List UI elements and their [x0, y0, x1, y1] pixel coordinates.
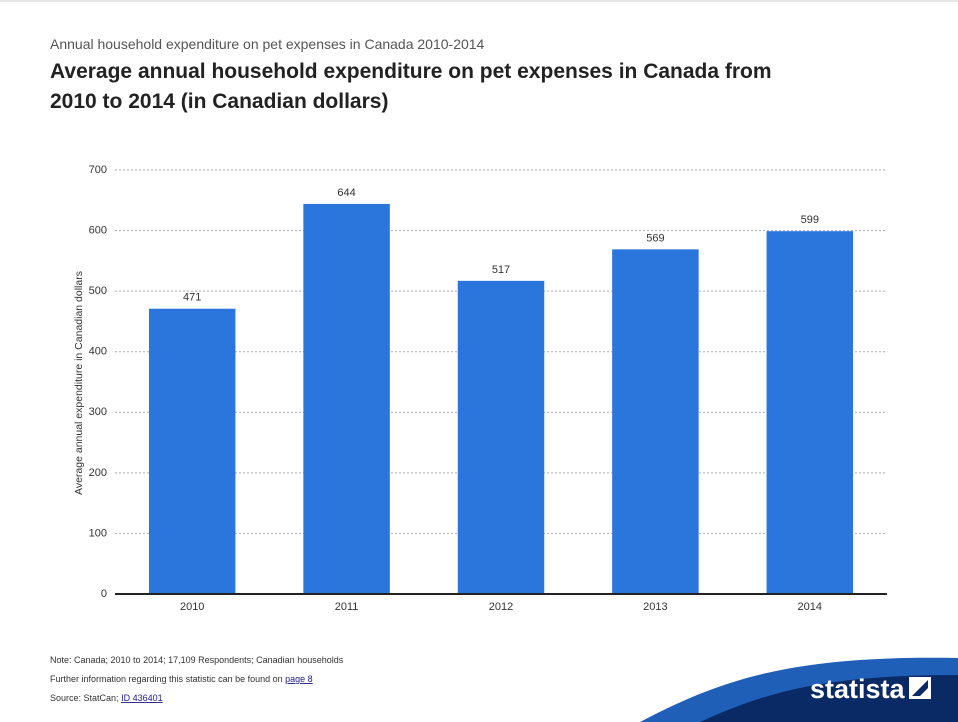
y-tick-label: 200: [89, 467, 107, 479]
y-tick-label: 300: [89, 406, 107, 418]
footer-wave-dark: [700, 675, 958, 722]
info-link[interactable]: page 8: [285, 674, 313, 684]
y-axis-label: Average annual expenditure in Canadian d…: [73, 271, 85, 495]
x-tick-label: 2010: [180, 601, 204, 613]
chart-subtitle: Annual household expenditure on pet expe…: [50, 36, 485, 52]
logo: statista: [810, 674, 906, 704]
x-tick-label: 2011: [335, 601, 359, 613]
footer-info: Further information regarding this stati…: [50, 674, 313, 684]
y-tick-label: 100: [89, 527, 107, 539]
x-tick-label: 2014: [798, 601, 822, 613]
y-tick-label: 700: [89, 164, 107, 176]
y-tick-label: 600: [89, 224, 107, 236]
footer-source: Source: StatCan; ID 436401: [50, 693, 163, 703]
bar: [457, 280, 545, 594]
value-label: 471: [183, 292, 201, 304]
source-text: Source: StatCan;: [50, 693, 119, 703]
y-tick-label: 400: [89, 346, 107, 358]
y-tick-label: 0: [101, 588, 107, 600]
bar: [148, 308, 236, 594]
footer-note: Note: Canada; 2010 to 2014; 17,109 Respo…: [50, 655, 344, 665]
value-label: 517: [492, 264, 510, 276]
source-link[interactable]: ID 436401: [121, 693, 163, 703]
value-label: 644: [337, 187, 355, 199]
y-tick-label: 500: [89, 285, 107, 297]
x-tick-label: 2013: [643, 601, 667, 613]
bar: [612, 249, 699, 594]
bar: [766, 231, 854, 595]
x-tick-label: 2012: [489, 601, 513, 613]
value-label: 569: [646, 232, 664, 244]
value-label: 599: [801, 214, 819, 226]
logo-icon-mark: [912, 680, 928, 696]
chart-title: Average annual household expenditure on …: [50, 60, 772, 113]
bar: [303, 203, 390, 595]
info-text: Further information regarding this stati…: [50, 674, 283, 684]
